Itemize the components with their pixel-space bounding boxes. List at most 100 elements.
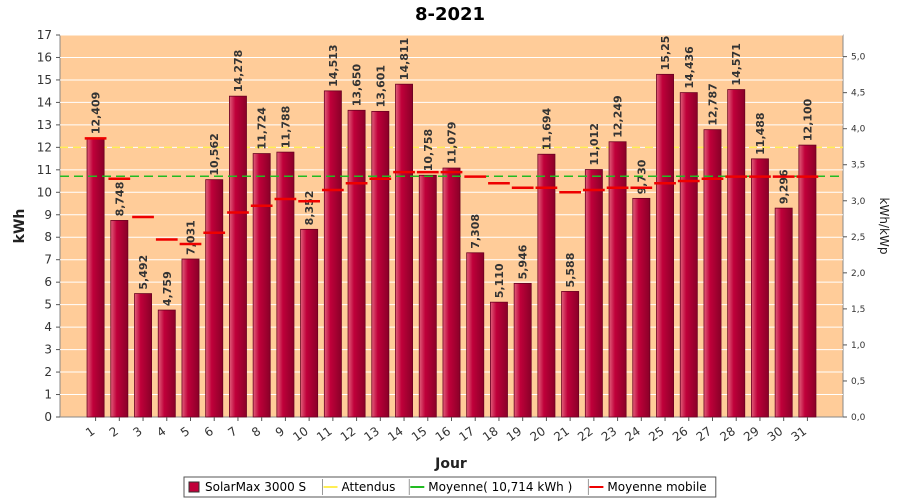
y-tick-label: 1 <box>44 388 52 402</box>
x-tick-label: 21 <box>551 424 572 444</box>
y-tick-label: 15 <box>37 73 52 87</box>
y-tick-label: 16 <box>37 50 52 64</box>
bar-value-label: 14,811 <box>398 38 411 80</box>
bar-value-label: 4,759 <box>161 271 174 306</box>
bar <box>323 90 342 418</box>
bar <box>205 179 224 418</box>
y2-tick-label: 1,0 <box>851 341 866 351</box>
y-tick-label: 9 <box>44 208 52 222</box>
x-tick-label: 18 <box>480 424 501 444</box>
x-tick-label: 2 <box>107 424 121 440</box>
y-tick-label: 14 <box>37 95 52 109</box>
y2-tick-label: 0,5 <box>851 377 865 387</box>
bar <box>679 92 698 418</box>
x-tick-label: 15 <box>409 424 430 444</box>
bar-value-label: 7,308 <box>469 214 482 249</box>
bar <box>656 73 674 418</box>
x-tick-label: 10 <box>290 424 311 444</box>
bar-value-label: 11,488 <box>754 112 767 154</box>
bar-value-label: 11,694 <box>540 107 553 150</box>
bar-value-label: 14,436 <box>683 46 696 89</box>
legend-swatch-bar <box>188 481 200 493</box>
bar <box>727 89 746 418</box>
x-tick-label: 20 <box>528 424 549 444</box>
bar <box>418 174 437 418</box>
bar-value-label: 11,788 <box>279 106 292 148</box>
x-tick-label: 11 <box>314 424 335 444</box>
x-tick-label: 23 <box>599 424 620 444</box>
y2-tick-label: 0,0 <box>851 413 866 423</box>
y-tick-label: 5 <box>44 298 52 312</box>
bar-value-label: 7,031 <box>185 220 198 255</box>
bar-value-label: 5,588 <box>564 253 577 288</box>
legend-label: Moyenne mobile <box>607 480 706 494</box>
bar-value-label: 12,249 <box>612 95 625 137</box>
y2-tick-label: 4,5 <box>851 89 865 99</box>
y-tick-label: 13 <box>37 118 52 132</box>
bar-value-label: 15,25 <box>659 36 672 71</box>
y-tick-label: 11 <box>37 163 52 177</box>
bar-value-label: 8,748 <box>113 182 126 217</box>
x-tick-label: 24 <box>622 424 643 444</box>
legend-label: SolarMax 3000 S <box>205 480 306 494</box>
bar <box>157 309 176 418</box>
x-tick-label: 3 <box>130 424 144 440</box>
x-tick-label: 26 <box>670 424 691 444</box>
bar-value-label: 5,110 <box>493 263 506 298</box>
x-axis-label: Jour <box>434 456 467 472</box>
x-tick-label: 6 <box>202 424 216 440</box>
bar <box>798 144 817 418</box>
legend-label: Attendus <box>342 480 396 494</box>
x-tick-label: 25 <box>646 424 667 444</box>
bar <box>703 129 722 418</box>
legend-box <box>183 476 717 498</box>
x-tick-label: 28 <box>717 424 738 444</box>
bar-value-label: 12,787 <box>707 83 720 125</box>
y2-tick-label: 3,0 <box>851 197 866 207</box>
bar-value-label: 9,296 <box>778 169 791 204</box>
y2-tick-label: 2,0 <box>851 269 866 279</box>
x-tick-label: 19 <box>504 424 525 444</box>
bar-value-label: 11,012 <box>588 123 601 165</box>
x-tick-label: 17 <box>456 424 477 444</box>
bar <box>584 169 603 418</box>
x-tick-label: 8 <box>249 424 263 440</box>
y2-tick-label: 3,5 <box>851 161 865 171</box>
x-tick-label: 31 <box>789 424 810 444</box>
legend-label: Moyenne( 10,714 kWh ) <box>428 480 572 494</box>
x-tick-label: 1 <box>83 424 97 440</box>
bar <box>110 220 129 418</box>
x-tick-label: 5 <box>178 424 192 440</box>
bar <box>537 153 556 418</box>
bar <box>774 207 793 418</box>
legend: SolarMax 3000 S Attendus Moyenne( 10,714 k… <box>183 476 717 498</box>
x-tick-label: 30 <box>765 424 786 444</box>
bar <box>300 228 319 418</box>
bar <box>86 137 105 418</box>
y-tick-label: 12 <box>37 140 52 154</box>
y2-tick-label: 4,0 <box>851 125 866 135</box>
x-tick-label: 9 <box>273 424 287 440</box>
y-tick-label: 8 <box>44 230 52 244</box>
x-tick-label: 7 <box>225 424 239 440</box>
bar <box>276 151 295 418</box>
x-tick-label: 16 <box>433 424 454 444</box>
bar <box>134 293 152 418</box>
x-tick-label: 22 <box>575 424 596 444</box>
y2-tick-label: 1,5 <box>851 305 865 315</box>
bar-value-label: 14,513 <box>327 44 340 86</box>
bar-value-label: 10,758 <box>422 129 435 171</box>
bar-value-label: 11,079 <box>446 122 459 164</box>
bar-value-label: 10,562 <box>208 133 221 175</box>
y-tick-label: 0 <box>44 410 52 424</box>
y-tick-label: 6 <box>44 275 52 289</box>
bar <box>561 291 580 418</box>
x-tick-label: 14 <box>385 424 406 444</box>
y-tick-label: 10 <box>37 185 52 199</box>
plot-area: 012345678910111213141516170,00,51,01,52,… <box>37 28 866 444</box>
y2-tick-label: 2,5 <box>851 233 865 243</box>
bar <box>395 83 413 418</box>
y-axis-label: kWh <box>12 209 28 244</box>
